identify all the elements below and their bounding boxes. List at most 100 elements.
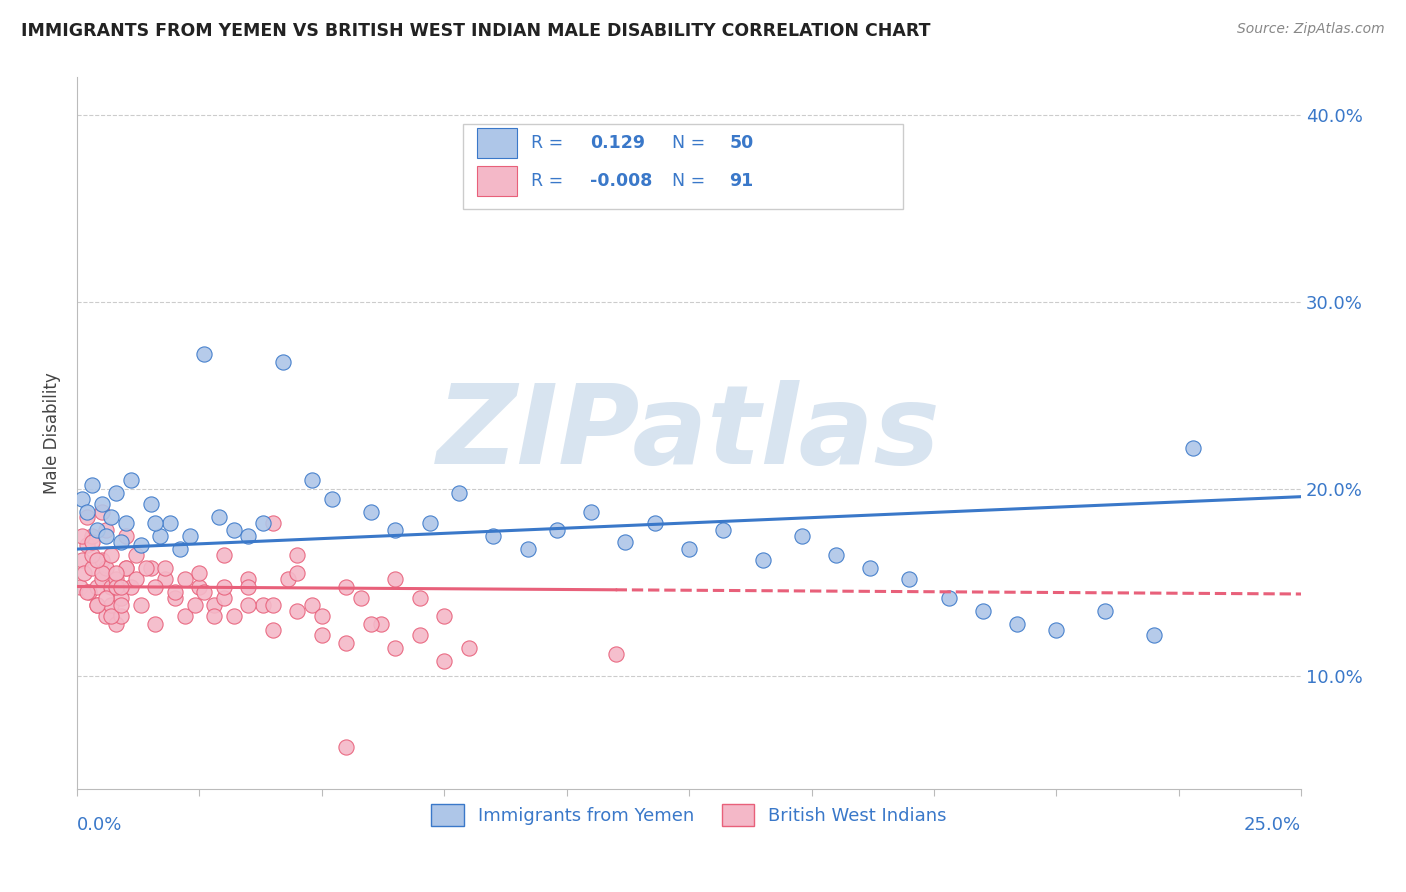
Point	[70, 491, 93, 506]
Text: 0.0%: 0.0%	[77, 816, 122, 834]
Point	[76, 510, 98, 524]
Point	[311, 609, 333, 624]
Point	[105, 580, 128, 594]
Point	[110, 580, 132, 594]
Point	[105, 616, 128, 631]
Point	[713, 524, 735, 538]
Point	[80, 529, 103, 543]
Point	[80, 561, 103, 575]
Point	[139, 561, 162, 575]
Point	[409, 628, 432, 642]
Point	[80, 478, 103, 492]
Point	[155, 572, 177, 586]
Point	[100, 609, 122, 624]
Point	[287, 548, 309, 562]
Legend: Immigrants from Yemen, British West Indians: Immigrants from Yemen, British West Indi…	[425, 797, 955, 833]
Point	[409, 591, 432, 605]
Point	[110, 598, 132, 612]
Point	[825, 548, 848, 562]
Point	[350, 591, 373, 605]
Point	[80, 548, 103, 562]
Bar	[478, 166, 516, 196]
Y-axis label: Male Disability: Male Disability	[44, 372, 60, 494]
Point	[605, 647, 627, 661]
Point	[222, 524, 245, 538]
Point	[238, 529, 260, 543]
Point	[238, 598, 260, 612]
Text: N =: N =	[672, 172, 706, 190]
Point	[120, 580, 142, 594]
Point	[202, 609, 225, 624]
Point	[139, 497, 162, 511]
Point	[149, 529, 172, 543]
Point	[115, 516, 138, 530]
Point	[79, 585, 101, 599]
Point	[73, 566, 96, 581]
Point	[96, 524, 118, 538]
Text: Source: ZipAtlas.com: Source: ZipAtlas.com	[1237, 22, 1385, 37]
Point	[287, 604, 309, 618]
Point	[212, 580, 235, 594]
Point	[433, 609, 456, 624]
Bar	[478, 128, 516, 158]
Point	[96, 561, 118, 575]
Text: R =: R =	[531, 134, 564, 152]
Point	[90, 553, 112, 567]
Point	[163, 591, 186, 605]
Point	[110, 534, 132, 549]
Point	[105, 486, 128, 500]
Point	[238, 572, 260, 586]
Point	[86, 598, 108, 612]
Text: 25.0%: 25.0%	[1244, 816, 1301, 834]
Point	[370, 616, 392, 631]
Point	[301, 473, 323, 487]
Point	[238, 580, 260, 594]
Text: ZIPatlas: ZIPatlas	[437, 379, 941, 486]
Point	[301, 598, 323, 612]
Text: N =: N =	[672, 134, 706, 152]
Point	[105, 572, 128, 586]
Text: 91: 91	[730, 172, 754, 190]
Point	[938, 591, 960, 605]
Point	[614, 534, 637, 549]
Point	[252, 516, 274, 530]
Point	[135, 561, 157, 575]
Text: -0.008: -0.008	[591, 172, 652, 190]
Point	[360, 616, 382, 631]
Point	[96, 591, 118, 605]
Point	[100, 598, 122, 612]
Point	[145, 516, 167, 530]
Point	[972, 604, 994, 618]
Point	[169, 542, 191, 557]
Point	[579, 505, 602, 519]
Point	[262, 623, 284, 637]
Point	[105, 566, 128, 581]
Point	[1094, 604, 1116, 618]
Point	[212, 548, 235, 562]
Point	[100, 548, 122, 562]
Point	[86, 580, 108, 594]
Point	[262, 516, 284, 530]
Point	[277, 572, 299, 586]
Point	[76, 585, 98, 599]
Point	[898, 572, 921, 586]
Point	[222, 609, 245, 624]
Point	[115, 561, 138, 575]
Point	[202, 598, 225, 612]
Point	[76, 538, 98, 552]
Point	[447, 486, 470, 500]
Point	[115, 529, 138, 543]
Point	[384, 572, 406, 586]
Point	[86, 553, 108, 567]
Point	[1045, 623, 1067, 637]
Point	[110, 591, 132, 605]
Point	[287, 566, 309, 581]
Point	[86, 598, 108, 612]
Point	[159, 516, 181, 530]
Point	[70, 553, 93, 567]
Point	[212, 591, 235, 605]
Point	[90, 497, 112, 511]
Point	[208, 510, 231, 524]
Point	[86, 524, 108, 538]
Point	[1143, 628, 1166, 642]
